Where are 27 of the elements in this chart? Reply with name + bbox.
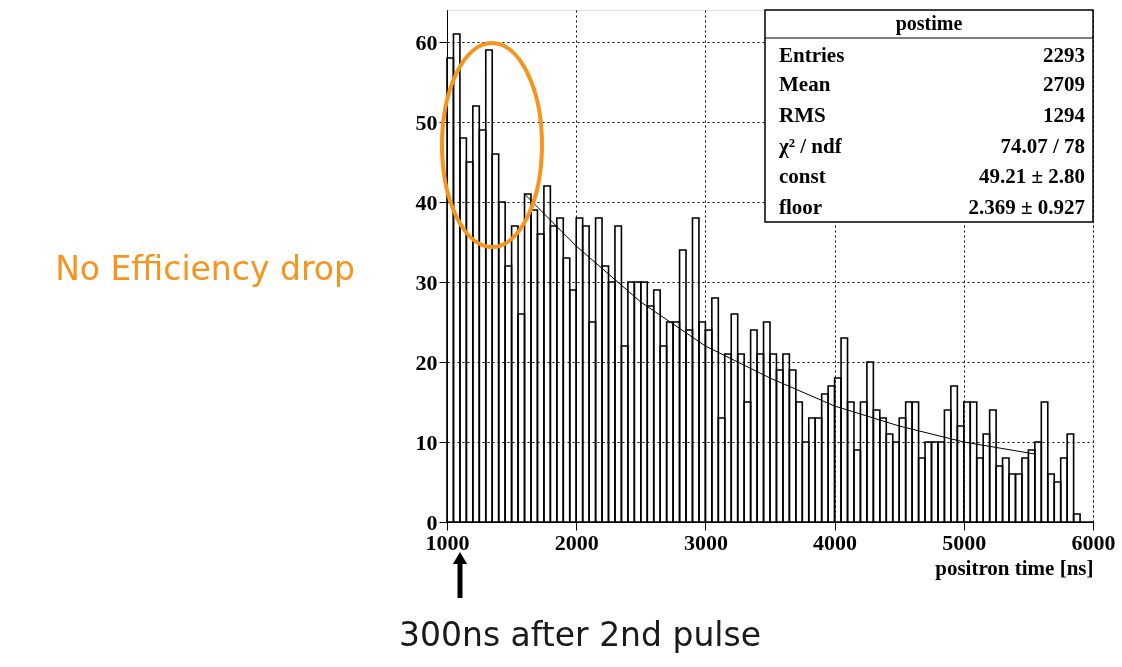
annotation: 2293 [1043,43,1085,67]
annotation: 2.369 ± 0.927 [968,195,1085,219]
annotation: 74.07 / 78 [1000,134,1085,158]
text: 300ns after 2nd pulse [398,615,762,654]
text: No Efficiency drop [55,249,355,288]
annotation: 1294 [1043,103,1086,127]
y-tick-label: 60 [415,29,438,55]
x-tick-label: 5000 [942,529,987,555]
annotation: 2709 [1043,72,1085,96]
y-tick-label: 50 [415,109,438,135]
annotation: 49.21 ± 2.80 [978,164,1085,188]
y-tick-label: 40 [415,189,438,215]
x-tick-label: 6000 [1071,529,1116,555]
annotation: RMS [779,103,826,127]
y-tick-label: 20 [415,349,438,375]
annotation: floor [779,195,823,219]
annotation: χ² / ndf [778,134,843,158]
annotation: Mean [779,72,831,96]
y-tick-label: 10 [415,429,438,455]
annotation: postime [895,12,963,35]
annotation: const [779,164,826,188]
y-tick-label: 30 [415,269,438,295]
x-tick-label: 4000 [813,529,858,555]
x-axis-title: positron time [ns] [935,555,1094,580]
x-tick-label: 2000 [554,529,599,555]
annotation: Entries [779,43,845,67]
x-tick-label: 3000 [683,529,728,555]
